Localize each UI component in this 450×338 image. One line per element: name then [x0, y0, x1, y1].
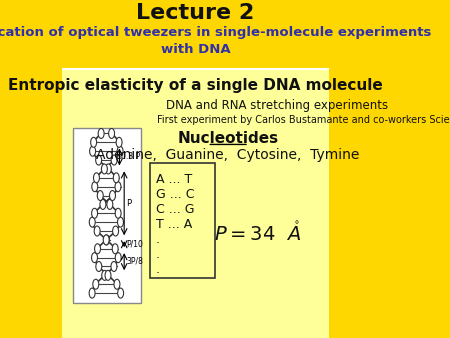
Circle shape	[109, 191, 116, 200]
Circle shape	[108, 128, 115, 139]
Circle shape	[94, 173, 99, 183]
Bar	[150, 163, 215, 278]
Circle shape	[103, 235, 109, 245]
Text: .: .	[156, 263, 160, 276]
Text: Entropic elasticity of a single DNA molecule: Entropic elasticity of a single DNA mole…	[8, 78, 383, 93]
Text: T ... A: T ... A	[156, 218, 192, 231]
Circle shape	[92, 208, 98, 218]
Circle shape	[117, 146, 123, 156]
Circle shape	[94, 226, 100, 236]
Text: 0.3 P: 0.3 P	[121, 152, 140, 161]
Circle shape	[115, 182, 121, 192]
Text: .: .	[156, 233, 160, 246]
Circle shape	[90, 146, 95, 156]
Circle shape	[101, 164, 108, 174]
Circle shape	[117, 217, 123, 227]
Circle shape	[102, 270, 108, 280]
Text: P: P	[126, 199, 131, 208]
Bar	[72, 128, 141, 303]
Bar	[62, 1, 329, 69]
Circle shape	[98, 128, 104, 139]
Text: Adenine,  Guanine,  Cytosine,  Tymine: Adenine, Guanine, Cytosine, Tymine	[96, 148, 360, 163]
Circle shape	[115, 252, 121, 263]
Text: Application of optical tweezers in single-molecule experiments
with DNA: Application of optical tweezers in singl…	[0, 26, 432, 56]
Circle shape	[111, 262, 117, 271]
Text: Lecture 2: Lecture 2	[136, 3, 255, 23]
Circle shape	[105, 164, 111, 174]
Circle shape	[115, 208, 121, 218]
Circle shape	[107, 199, 113, 210]
Circle shape	[112, 226, 118, 236]
Text: DNA and RNA stretching experiments: DNA and RNA stretching experiments	[166, 99, 388, 112]
Circle shape	[96, 155, 102, 165]
Text: 3P/8: 3P/8	[126, 257, 143, 266]
Text: $\mathit{P}=34\ \ \mathring{A}$: $\mathit{P}=34\ \ \mathring{A}$	[214, 221, 302, 245]
Circle shape	[112, 244, 118, 254]
Circle shape	[100, 199, 106, 210]
Circle shape	[89, 288, 95, 298]
Circle shape	[113, 173, 119, 183]
Text: P/10: P/10	[126, 240, 143, 249]
Circle shape	[116, 137, 122, 147]
Circle shape	[93, 279, 99, 289]
Circle shape	[104, 235, 109, 245]
Circle shape	[96, 262, 102, 271]
Text: Nucleotides: Nucleotides	[178, 131, 279, 146]
Circle shape	[117, 288, 124, 298]
Circle shape	[111, 155, 117, 165]
Text: First experiment by Carlos Bustamante and co-workers Science (1992): First experiment by Carlos Bustamante an…	[157, 116, 450, 125]
Text: A ... T: A ... T	[156, 173, 192, 186]
Circle shape	[105, 270, 111, 280]
Circle shape	[91, 252, 98, 263]
Bar	[62, 69, 329, 338]
Circle shape	[90, 137, 97, 147]
Circle shape	[89, 217, 95, 227]
Text: C ... G: C ... G	[156, 203, 194, 216]
Circle shape	[114, 279, 120, 289]
Circle shape	[92, 182, 98, 192]
Circle shape	[94, 244, 100, 254]
Circle shape	[97, 191, 103, 200]
Text: G ... C: G ... C	[156, 188, 194, 201]
Text: .: .	[156, 248, 160, 261]
